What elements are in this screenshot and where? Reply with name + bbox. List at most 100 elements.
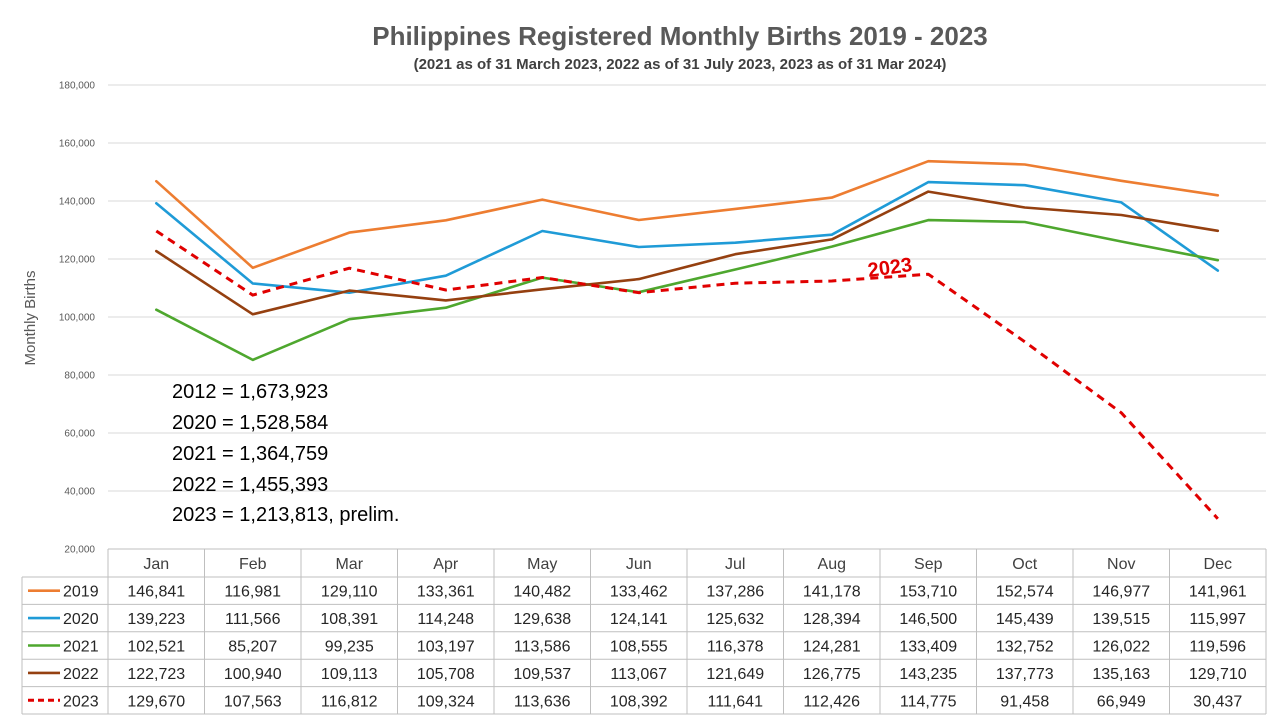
- data-table: Jan Feb Mar Apr May Jun Jul Aug Sep Oct Nov Dec 2019…: [21, 548, 1267, 715]
- chart-subtitle: (2021 as of 31 March 2023, 2022 as of 31…: [414, 56, 947, 73]
- data-label: 139,515: [1092, 611, 1150, 628]
- data-label: 140,482: [513, 584, 571, 601]
- data-label: 108,391: [320, 611, 378, 628]
- y-tick-label: 20,000: [64, 545, 95, 556]
- data-label: 122,723: [127, 666, 185, 683]
- data-label: 103,197: [417, 639, 475, 656]
- x-tick-label: Dec: [1204, 556, 1232, 573]
- data-label: 102,521: [127, 639, 185, 656]
- data-label: 124,141: [610, 611, 668, 628]
- data-label: 135,163: [1092, 666, 1150, 683]
- data-label: 129,638: [513, 611, 571, 628]
- data-label: 66,949: [1097, 693, 1146, 710]
- data-label: 126,022: [1092, 639, 1150, 656]
- annotation-total: 2012 = 1,673,923: [172, 381, 328, 403]
- data-label: 133,361: [417, 584, 475, 601]
- data-label: 152,574: [996, 584, 1054, 601]
- data-label: 129,710: [1189, 666, 1247, 683]
- data-label: 129,110: [321, 584, 378, 601]
- x-tick-label: Jun: [626, 556, 652, 573]
- data-label: 133,462: [610, 584, 668, 601]
- series-line-2022: [155, 190, 1220, 316]
- y-tick-label: 80,000: [64, 371, 95, 382]
- data-label: 108,555: [610, 639, 668, 656]
- y-tick-label: 120,000: [59, 255, 96, 266]
- x-tick-label: Aug: [818, 556, 846, 573]
- gridlines: [108, 84, 1266, 492]
- data-label: 125,632: [706, 611, 764, 628]
- series-line-2019: [155, 159, 1220, 270]
- data-label: 124,281: [803, 639, 861, 656]
- data-label: 137,773: [996, 666, 1054, 683]
- x-tick-label: Oct: [1012, 556, 1037, 573]
- data-label: 137,286: [706, 584, 764, 601]
- data-label: 113,067: [610, 666, 667, 683]
- data-label: 121,649: [706, 666, 764, 683]
- data-label: 146,500: [899, 611, 957, 628]
- series-lines: [155, 159, 1220, 520]
- data-label: 129,670: [127, 693, 185, 710]
- x-tick-label: Mar: [335, 556, 363, 573]
- x-tick-label: Feb: [239, 556, 267, 573]
- data-label: 91,458: [1000, 693, 1049, 710]
- data-label: 146,977: [1092, 584, 1150, 601]
- data-label: 116,981: [224, 584, 281, 601]
- data-label: 119,596: [1189, 639, 1246, 656]
- y-tick-label: 40,000: [64, 487, 95, 498]
- data-label: 141,178: [803, 584, 861, 601]
- data-label: 141,961: [1189, 584, 1247, 601]
- data-label: 116,812: [321, 693, 378, 710]
- y-tick-label: 140,000: [59, 197, 96, 208]
- data-label: 115,997: [1189, 611, 1246, 628]
- x-tick-label: Sep: [914, 556, 943, 573]
- data-label: 105,708: [417, 666, 475, 683]
- data-label: 107,563: [224, 693, 282, 710]
- annotation-total: 2021 = 1,364,759: [172, 443, 328, 465]
- data-label: 108,392: [610, 693, 668, 710]
- x-tick-label: Jan: [143, 556, 169, 573]
- data-label: 139,223: [127, 611, 185, 628]
- x-tick-label: Nov: [1107, 556, 1135, 573]
- annotation-total: 2020 = 1,528,584: [172, 412, 328, 434]
- data-label: 146,841: [127, 584, 185, 601]
- y-tick-label: 180,000: [59, 81, 96, 92]
- data-label: 128,394: [803, 611, 861, 628]
- chart-title: Philippines Registered Monthly Births 20…: [372, 21, 988, 51]
- legend-label: 2023: [63, 693, 99, 710]
- series-callout-2023: 2023: [866, 254, 913, 282]
- data-label: 85,207: [228, 639, 277, 656]
- annotation-total: 2022 = 1,455,393: [172, 474, 328, 496]
- data-label: 113,586: [514, 639, 571, 656]
- data-label: 111,641: [708, 693, 764, 710]
- data-label: 111,566: [225, 611, 281, 628]
- data-label: 133,409: [899, 639, 957, 656]
- data-label: 114,775: [900, 693, 957, 710]
- x-tick-label: Apr: [433, 556, 459, 573]
- data-label: 116,378: [707, 639, 764, 656]
- data-label: 99,235: [325, 639, 374, 656]
- data-label: 126,775: [803, 666, 861, 683]
- data-label: 153,710: [899, 584, 957, 601]
- data-label: 109,537: [513, 666, 571, 683]
- series-line-2020: [155, 180, 1220, 295]
- y-axis-label: Monthly Births: [22, 270, 39, 365]
- y-tick-label: 60,000: [64, 429, 95, 440]
- data-label: 109,113: [321, 666, 378, 683]
- totals-annotations: 2012 = 1,673,923 2020 = 1,528,584 2021 =…: [172, 381, 399, 526]
- data-label: 112,426: [803, 693, 860, 710]
- legend-label: 2019: [63, 584, 99, 601]
- series-line-2023: [155, 229, 1219, 520]
- data-label: 109,324: [417, 693, 475, 710]
- data-label: 100,940: [224, 666, 282, 683]
- y-tick-label: 160,000: [59, 139, 96, 150]
- data-label: 143,235: [899, 666, 957, 683]
- x-tick-label: May: [527, 556, 557, 573]
- series-line-2021: [155, 218, 1220, 362]
- legend-label: 2020: [63, 611, 99, 628]
- legend-label: 2022: [63, 666, 99, 683]
- y-tick-label: 100,000: [59, 313, 96, 324]
- data-label: 145,439: [996, 611, 1054, 628]
- y-tick-labels: 20,000 40,000 60,000 80,000 100,000 120,000 14…: [59, 81, 96, 556]
- data-label: 132,752: [996, 639, 1054, 656]
